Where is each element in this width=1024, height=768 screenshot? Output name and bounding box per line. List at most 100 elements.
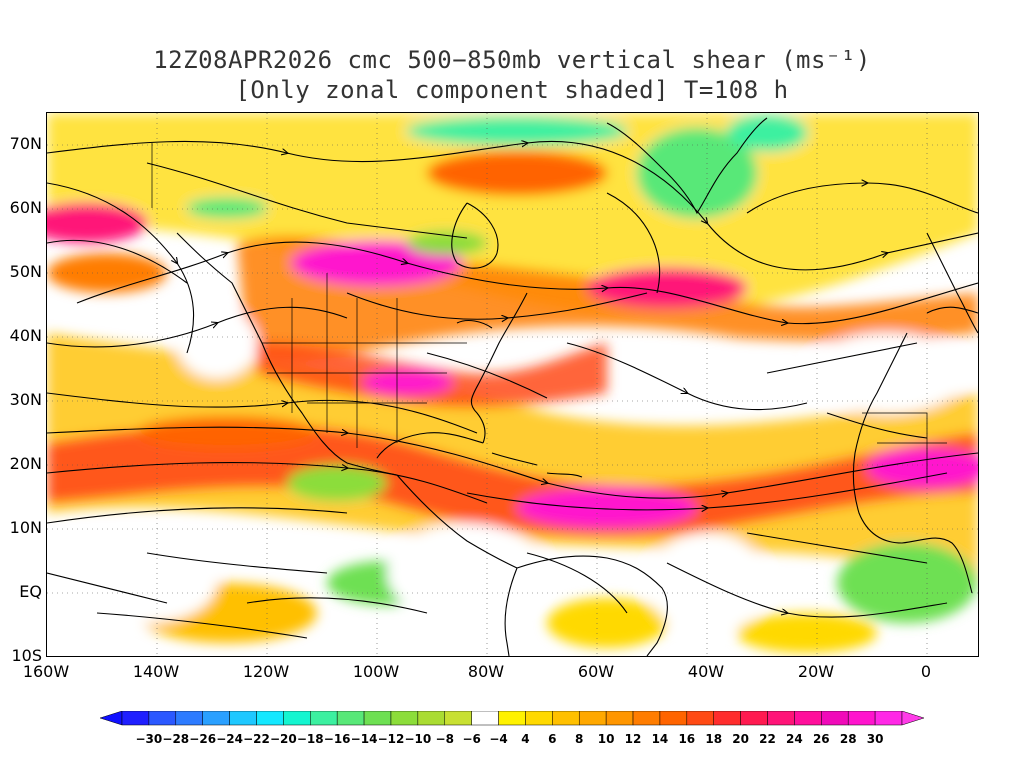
colorbar-swatch <box>390 711 419 726</box>
streamline <box>766 342 918 374</box>
colorbar-label: 6 <box>548 732 557 746</box>
colorbar-label: −18 <box>296 732 324 746</box>
colorbar-label: −24 <box>216 732 243 746</box>
colorbar-swatch <box>363 711 392 726</box>
streamline <box>47 392 478 434</box>
streamline <box>96 612 308 639</box>
colorbar-label: 24 <box>786 732 803 746</box>
shear-map <box>46 112 979 657</box>
colorbar-swatch <box>605 711 634 726</box>
colorbar-label: −16 <box>323 732 351 746</box>
streamline <box>47 426 978 499</box>
streamline <box>47 507 348 524</box>
streamline <box>466 472 948 510</box>
longitude-label: 40W <box>687 662 725 681</box>
colorbar-swatch <box>847 711 876 726</box>
streamline <box>746 183 978 214</box>
colorbar-label: 18 <box>705 732 723 746</box>
colorbar-swatch <box>659 711 688 726</box>
longitude-label: 100W <box>352 662 400 681</box>
streamline <box>246 597 428 614</box>
colorbar-swatch <box>444 711 472 726</box>
colorbar-swatch <box>821 711 849 726</box>
streamline <box>47 182 195 354</box>
streamline <box>47 572 168 604</box>
colorbar-label: −30 <box>135 732 163 746</box>
chart-title-line1: 12Z08APR2026 cmc 500−850mb vertical shea… <box>153 46 871 74</box>
longitude-label: 160W <box>22 662 70 681</box>
latitude-label: 50N <box>9 262 42 281</box>
colorbar-label: −28 <box>162 732 190 746</box>
latitude-label: 30N <box>9 390 42 409</box>
longitude-label: 140W <box>132 662 180 681</box>
colorbar-label: −10 <box>404 732 432 746</box>
streamlines <box>47 141 978 639</box>
streamline <box>76 241 978 324</box>
longitude-label: 20W <box>797 662 835 681</box>
streamline <box>346 292 648 319</box>
latitude-label: 10N <box>9 518 42 537</box>
latitude-label: 20N <box>9 454 42 473</box>
colorbar-swatch <box>121 711 150 726</box>
streamline <box>666 562 948 618</box>
longitude-label: 120W <box>242 662 290 681</box>
latitude-label: 40N <box>9 326 42 345</box>
colorbar-swatch <box>336 711 365 726</box>
streamline <box>47 306 348 348</box>
colorbar-label: 30 <box>866 732 884 746</box>
streamline <box>746 532 928 564</box>
colorbar-swatch <box>471 711 499 726</box>
latitude-label: 60N <box>9 198 42 217</box>
colorbar-label: −22 <box>243 732 270 746</box>
streamline <box>526 552 628 614</box>
colorbar-swatch <box>256 711 284 726</box>
colorbar-label: −14 <box>350 732 378 746</box>
colorbar-label: 14 <box>651 732 669 746</box>
colorbar-swatch <box>767 711 795 726</box>
colorbar-label: 4 <box>521 732 530 746</box>
colorbar-swatch <box>794 711 822 726</box>
colorbar-label: −26 <box>189 732 217 746</box>
colorbar-label: 20 <box>732 732 749 746</box>
map-canvas <box>47 113 978 656</box>
colorbar-label: 26 <box>812 732 830 746</box>
colorbar-swatch <box>310 711 338 726</box>
colorbar-swatch <box>632 711 661 726</box>
colorbar-swatch <box>578 711 607 726</box>
streamline <box>566 342 808 411</box>
colorbar-swatch <box>283 711 311 726</box>
colorbar-low-arrow <box>100 711 123 726</box>
longitude-label: 80W <box>467 662 505 681</box>
colorbar-swatch <box>713 711 741 726</box>
colorbar-label: 28 <box>839 732 857 746</box>
chart-title-line2: [Only zonal component shaded] T=108 h <box>235 76 789 104</box>
shear-shading <box>47 113 978 653</box>
colorbar-label: −8 <box>435 732 454 746</box>
colorbar-swatch <box>686 711 714 726</box>
colorbar-label: 12 <box>624 732 642 746</box>
colorbar-swatch <box>498 711 526 726</box>
colorbar-swatch <box>229 711 257 726</box>
streamline <box>146 552 328 574</box>
latitude-label: 10S <box>11 646 42 665</box>
longitude-label: 60W <box>577 662 615 681</box>
colorbar-label: 8 <box>575 732 584 746</box>
colorbar-label: 10 <box>597 732 615 746</box>
colorbar-swatch <box>552 711 580 726</box>
colorbar-swatch <box>175 711 203 726</box>
colorbar-label: 16 <box>678 732 696 746</box>
colorbar-swatch <box>525 711 553 726</box>
streamline <box>826 412 928 439</box>
colorbar-high-arrow <box>901 711 924 726</box>
colorbar-label: −12 <box>377 732 405 746</box>
colorbar-swatch <box>148 711 177 726</box>
latitude-label: 70N <box>9 134 42 153</box>
colorbar-label: −20 <box>269 732 297 746</box>
latitude-label: EQ <box>19 582 42 601</box>
colorbar-swatch <box>417 711 446 726</box>
streamline <box>426 352 548 399</box>
colorbar-swatch <box>202 711 230 726</box>
colorbar <box>100 711 924 726</box>
colorbar-label: −4 <box>489 732 508 746</box>
colorbar-swatch <box>874 711 903 726</box>
